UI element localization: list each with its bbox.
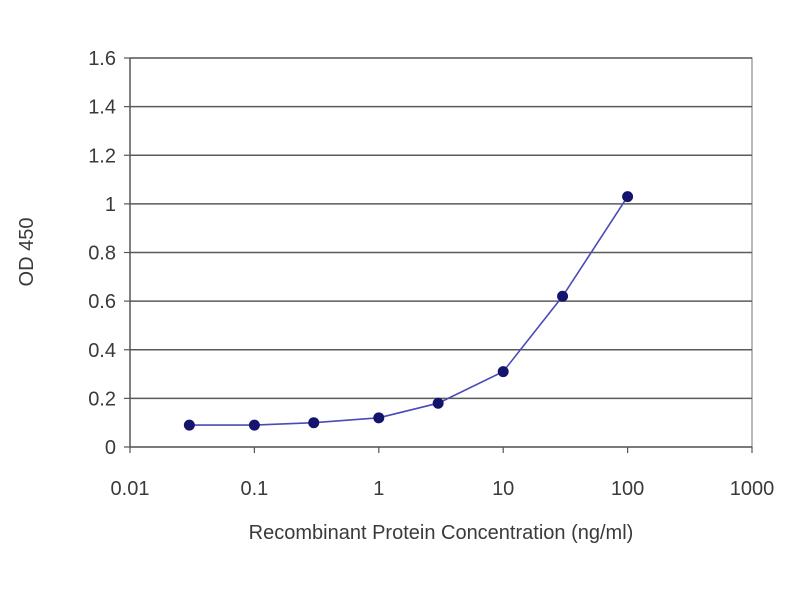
data-point xyxy=(373,412,385,424)
x-tick-labels: 0.01 0.1 1 10 100 1000 xyxy=(111,478,775,500)
y-tick-label: 1.6 xyxy=(88,48,116,70)
y-axis-title: OD 450 xyxy=(16,218,38,287)
x-axis-title: Recombinant Protein Concentration (ng/ml… xyxy=(249,522,634,544)
data-point xyxy=(248,419,260,431)
y-tick-label: 0.6 xyxy=(88,291,116,313)
axes xyxy=(124,57,753,453)
y-tick-label: 0.8 xyxy=(88,243,116,265)
y-tick-label: 1 xyxy=(105,194,116,216)
x-tick-label: 0.01 xyxy=(111,478,150,500)
x-tick-label: 100 xyxy=(611,478,644,500)
y-tick-label: 0.4 xyxy=(88,340,116,362)
x-tick-label: 1000 xyxy=(730,478,775,500)
x-tick-label: 1 xyxy=(373,478,384,500)
y-tick-labels: 0 0.2 0.4 0.6 0.8 1 1.2 1.4 1.6 xyxy=(88,48,116,459)
y-tick-label: 0 xyxy=(105,437,116,459)
series-line xyxy=(189,196,629,426)
data-point xyxy=(497,366,509,378)
y-tick-label: 0.2 xyxy=(88,388,116,410)
x-tick-label: 0.1 xyxy=(240,478,268,500)
gridlines xyxy=(130,57,752,400)
data-point xyxy=(622,191,634,203)
y-tick-label: 1.4 xyxy=(88,97,116,119)
y-tick-label: 1.2 xyxy=(88,145,116,167)
data-point xyxy=(308,417,320,429)
x-tick-label: 10 xyxy=(492,478,514,500)
data-point xyxy=(432,397,444,409)
data-point xyxy=(183,419,195,431)
data-point xyxy=(557,290,569,302)
series-layer xyxy=(183,191,634,431)
